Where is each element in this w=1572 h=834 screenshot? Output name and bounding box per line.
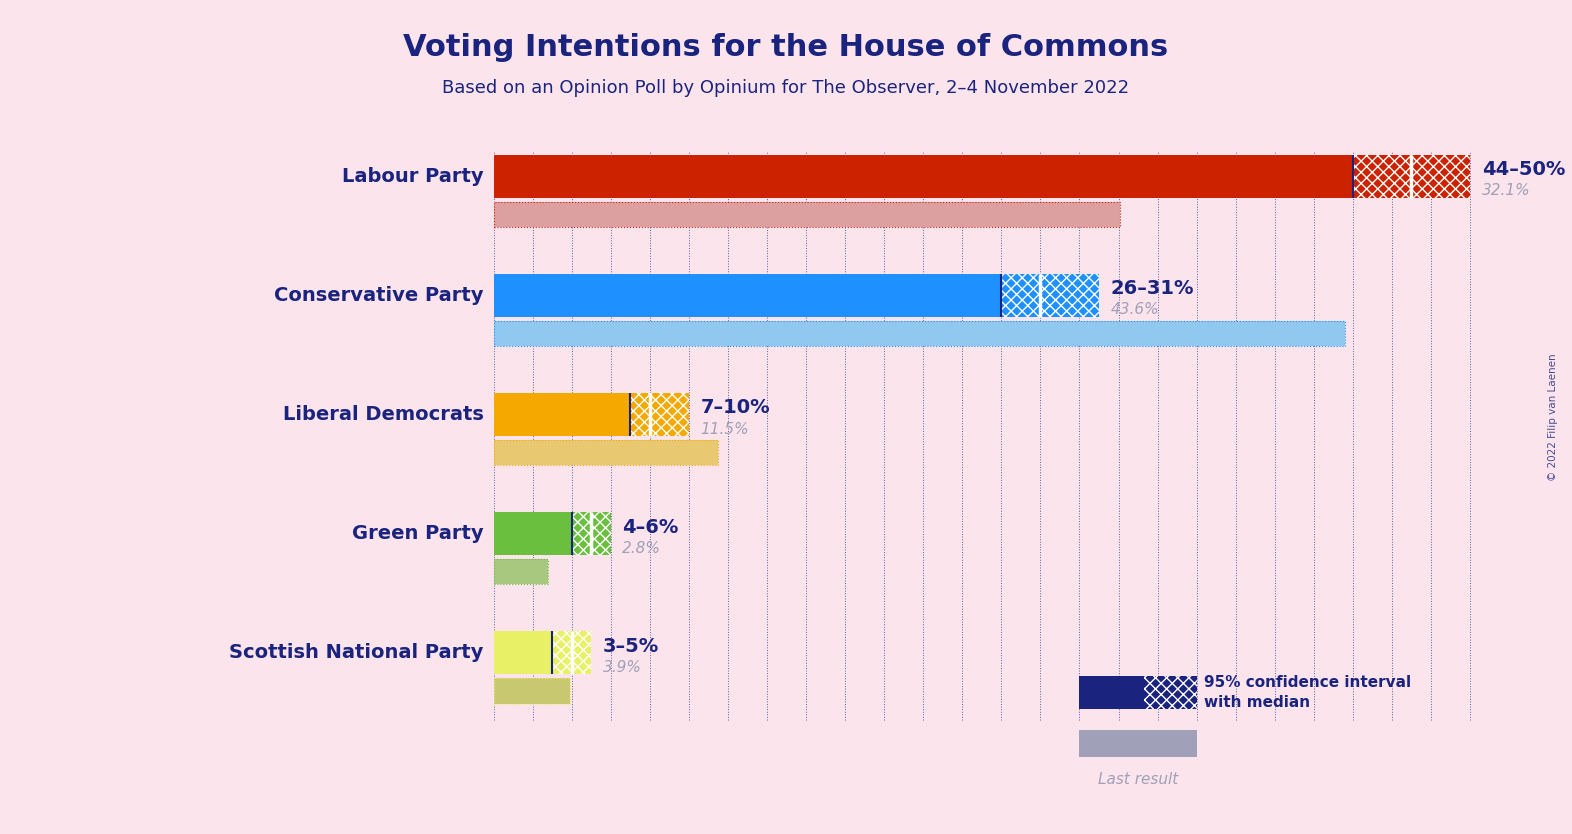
- Bar: [494, 440, 718, 465]
- Bar: [552, 631, 591, 675]
- Bar: [494, 274, 1001, 317]
- Bar: [494, 321, 1346, 346]
- Text: 7–10%: 7–10%: [701, 399, 770, 418]
- Bar: [1080, 676, 1144, 709]
- Text: Scottish National Party: Scottish National Party: [230, 644, 484, 662]
- Text: Liberal Democrats: Liberal Democrats: [283, 405, 484, 425]
- Bar: [630, 393, 689, 436]
- Bar: [494, 679, 569, 704]
- Bar: [494, 202, 1121, 227]
- Text: Last result: Last result: [1097, 772, 1177, 787]
- Bar: [494, 321, 1346, 346]
- Bar: [494, 155, 1353, 198]
- Bar: [494, 560, 549, 585]
- Text: 2.8%: 2.8%: [623, 541, 662, 555]
- Text: 26–31%: 26–31%: [1111, 279, 1195, 299]
- Bar: [494, 440, 718, 465]
- Bar: [1001, 274, 1099, 317]
- Text: 32.1%: 32.1%: [1482, 183, 1531, 198]
- Bar: [630, 393, 689, 436]
- Bar: [494, 631, 552, 675]
- Text: Voting Intentions for the House of Commons: Voting Intentions for the House of Commo…: [404, 33, 1168, 63]
- Bar: [1144, 676, 1196, 709]
- Text: 4–6%: 4–6%: [623, 518, 679, 536]
- Bar: [572, 512, 610, 555]
- Text: © 2022 Filip van Laenen: © 2022 Filip van Laenen: [1548, 353, 1558, 481]
- Bar: [1353, 155, 1470, 198]
- Text: 44–50%: 44–50%: [1482, 160, 1566, 179]
- Bar: [494, 679, 569, 704]
- Text: 3–5%: 3–5%: [604, 637, 659, 656]
- Text: Based on an Opinion Poll by Opinium for The Observer, 2–4 November 2022: Based on an Opinion Poll by Opinium for …: [442, 79, 1130, 98]
- Bar: [1353, 155, 1470, 198]
- Text: 43.6%: 43.6%: [1111, 303, 1159, 318]
- Bar: [572, 512, 610, 555]
- Bar: [1144, 676, 1196, 709]
- Bar: [494, 560, 549, 585]
- Text: 95% confidence interval
with median: 95% confidence interval with median: [1204, 676, 1412, 710]
- Bar: [494, 393, 630, 436]
- Text: Labour Party: Labour Party: [343, 167, 484, 186]
- Bar: [494, 202, 1121, 227]
- Text: 11.5%: 11.5%: [701, 422, 750, 437]
- Text: Conservative Party: Conservative Party: [274, 286, 484, 305]
- Bar: [1080, 731, 1196, 757]
- Text: Green Party: Green Party: [352, 525, 484, 543]
- Bar: [1001, 274, 1099, 317]
- Bar: [494, 512, 572, 555]
- Bar: [552, 631, 591, 675]
- Text: 3.9%: 3.9%: [604, 660, 641, 675]
